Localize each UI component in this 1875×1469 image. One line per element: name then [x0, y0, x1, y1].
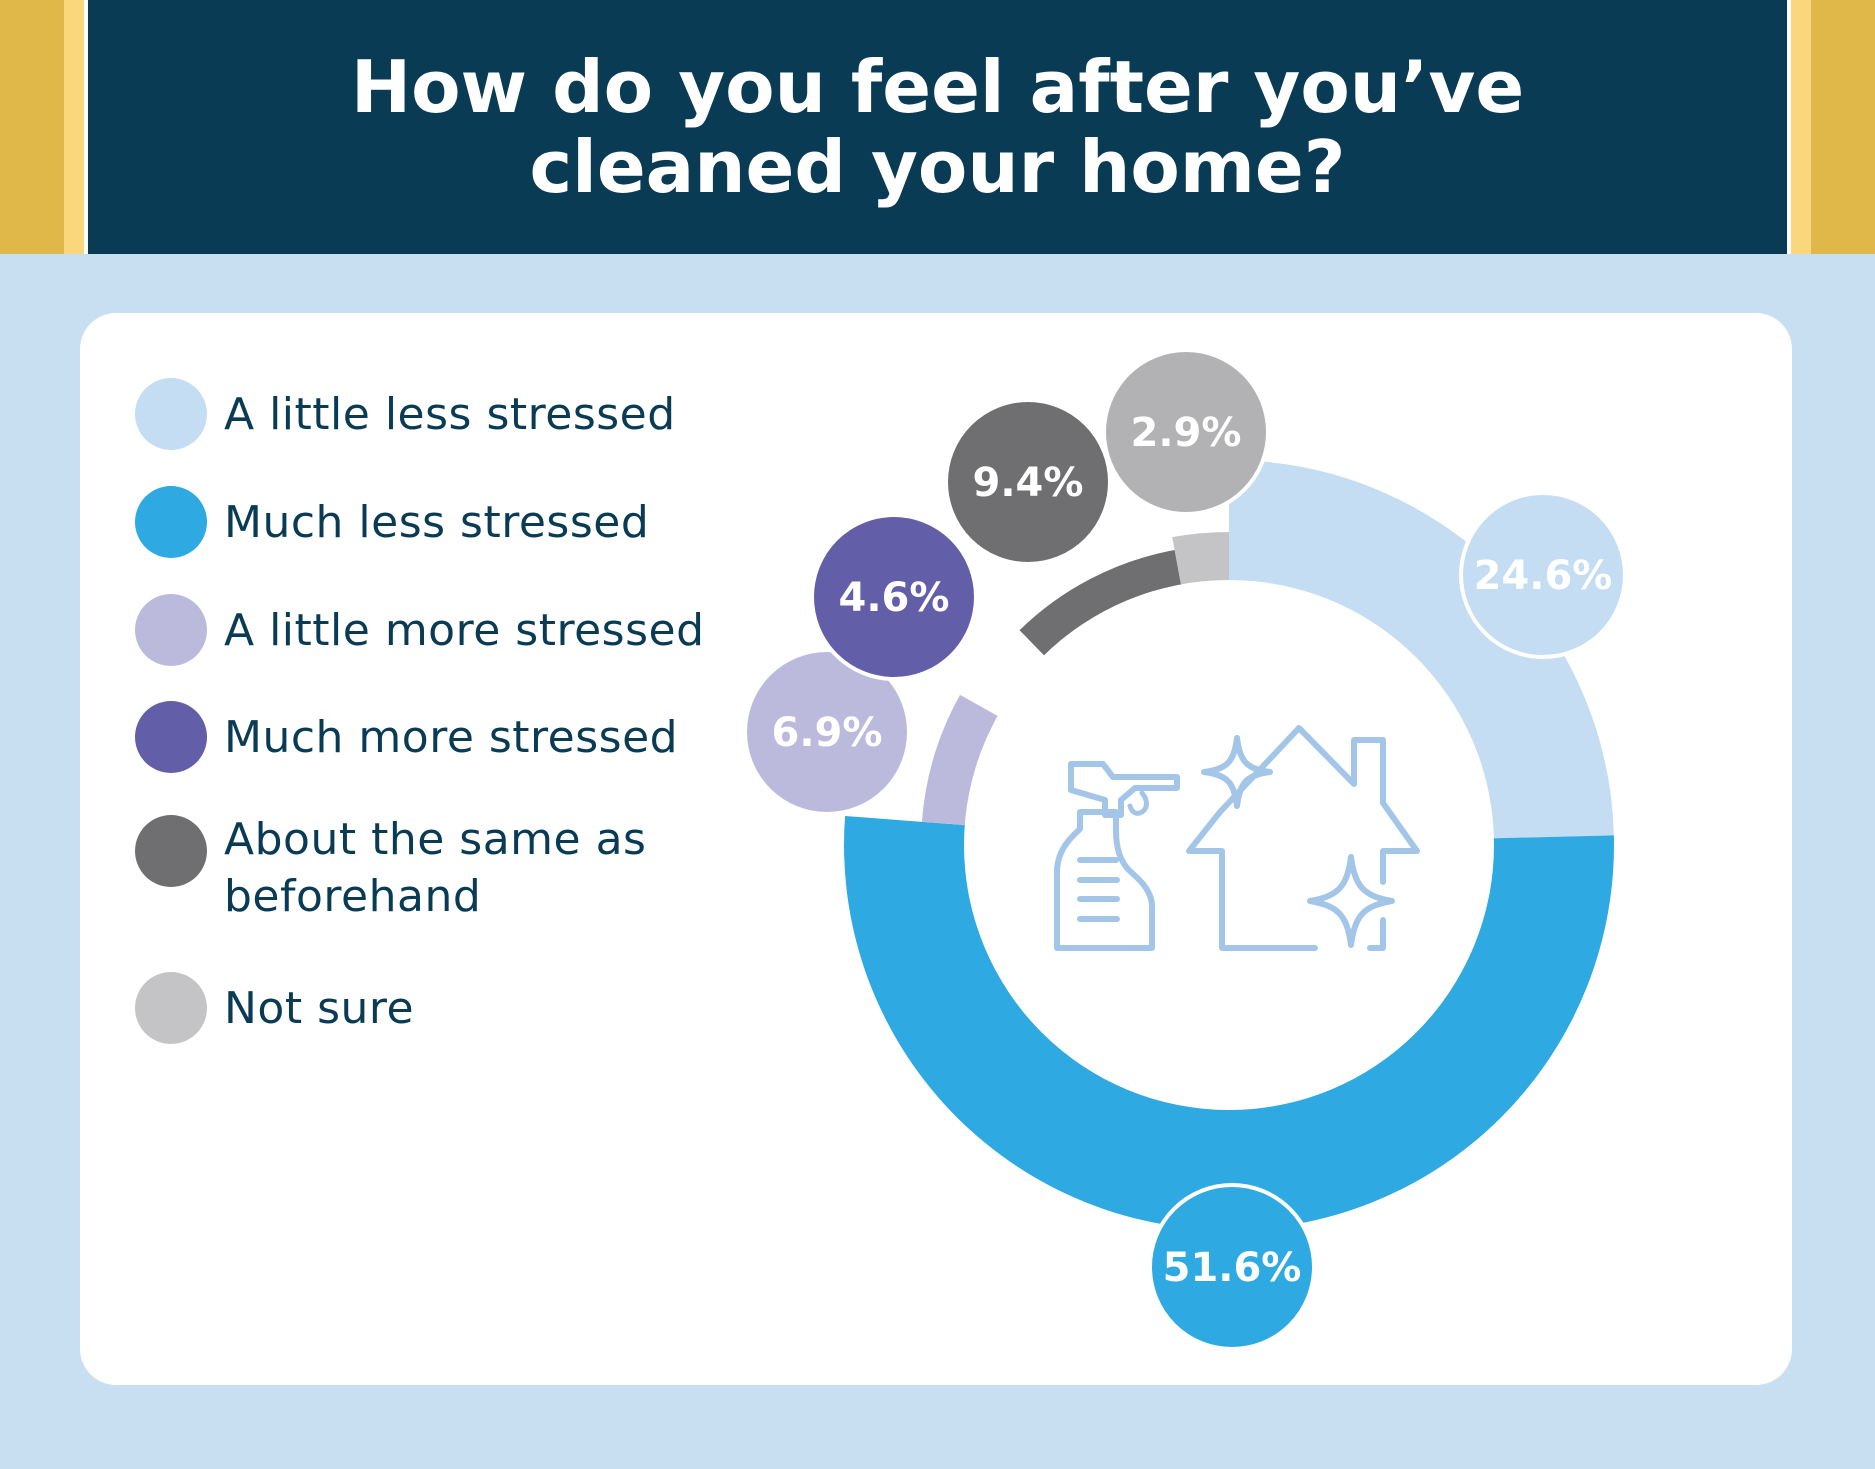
chart-title: How do you feel after you’ve cleaned you… [350, 45, 1525, 209]
data-label: 9.4% [973, 460, 1084, 506]
data-label: 6.9% [772, 710, 883, 756]
value-bubble-circle [743, 648, 911, 816]
house-icon [1186, 725, 1420, 951]
legend-label: A little more stressed [224, 605, 705, 656]
left-gold-stripe [0, 0, 88, 254]
data-label: 2.9% [1131, 410, 1242, 456]
legend-swatch [135, 486, 207, 558]
value-bubble-circle [810, 513, 978, 681]
value-bubble: 6.9% [743, 648, 911, 816]
value-bubble-circle [1102, 348, 1270, 516]
legend-swatch [135, 594, 207, 666]
value-bubble-circle [944, 398, 1112, 566]
spray-bottle-icon [1054, 761, 1180, 951]
legend-label: About the same as beforehand [224, 814, 647, 922]
sparkle-icon [1307, 854, 1395, 948]
value-bubble-circle [1148, 1183, 1316, 1351]
value-bubble: 24.6% [1459, 491, 1627, 659]
value-bubbles: 6.9% 4.6% 9.4% 2.9% 24.6% 51.6% [743, 348, 1627, 1351]
header-banner: How do you feel after you’ve cleaned you… [88, 0, 1787, 254]
legend-label: Much more stressed [224, 712, 679, 763]
value-bubble: 4.6% [810, 513, 978, 681]
value-bubble: 9.4% [944, 398, 1112, 566]
value-bubble: 2.9% [1102, 348, 1270, 516]
legend-swatch [135, 701, 207, 773]
sparkle-icon [1201, 735, 1273, 809]
data-label: 24.6% [1474, 553, 1613, 599]
legend-swatch [135, 378, 207, 450]
cleaning-icon-group [1054, 725, 1420, 951]
donut-hole [964, 580, 1494, 1110]
legend-label: A little less stressed [224, 389, 676, 440]
legend-swatch [135, 815, 207, 887]
value-bubble: 51.6% [1148, 1183, 1316, 1351]
legend-label: Not sure [224, 983, 415, 1034]
data-label: 4.6% [839, 575, 950, 621]
legend-swatch [135, 972, 207, 1044]
value-bubble-circle [1459, 491, 1627, 659]
legend-label: Much less stressed [224, 497, 650, 548]
data-label: 51.6% [1163, 1245, 1302, 1291]
